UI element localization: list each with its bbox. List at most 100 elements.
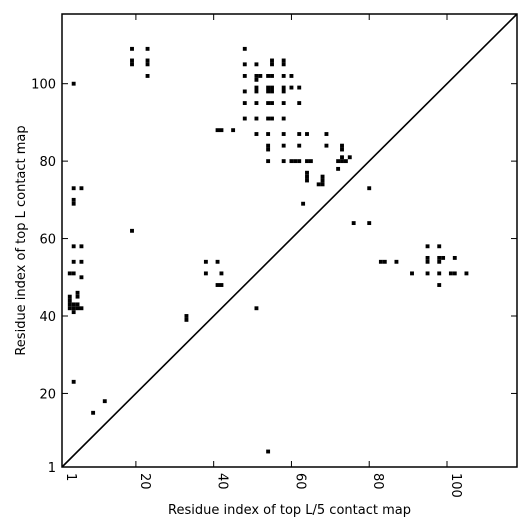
contact-point bbox=[347, 155, 352, 160]
contact-point bbox=[437, 255, 442, 260]
contact-point bbox=[336, 159, 341, 164]
contact-point bbox=[281, 58, 286, 63]
contact-point bbox=[382, 259, 387, 264]
contact-point bbox=[184, 317, 189, 322]
y-tick-label: 80 bbox=[39, 155, 56, 170]
contact-point bbox=[266, 85, 271, 90]
contact-point bbox=[340, 143, 344, 148]
contact-point bbox=[266, 74, 271, 78]
contact-point bbox=[67, 302, 72, 307]
contact-point bbox=[425, 271, 430, 276]
y-tick-label: 1 bbox=[48, 461, 56, 476]
contact-point bbox=[281, 101, 286, 105]
contact-point bbox=[242, 62, 247, 67]
contact-point bbox=[452, 271, 457, 276]
contact-point bbox=[281, 116, 286, 121]
contact-point bbox=[266, 132, 271, 136]
contact-point bbox=[71, 244, 76, 249]
contact-point bbox=[71, 310, 76, 315]
contact-point bbox=[254, 116, 259, 121]
contact-point bbox=[266, 143, 271, 148]
contact-point bbox=[293, 159, 298, 164]
contact-point bbox=[254, 306, 259, 311]
contact-point bbox=[297, 159, 302, 164]
contact-point bbox=[270, 62, 274, 67]
contact-point bbox=[425, 244, 430, 249]
contact-point bbox=[79, 275, 84, 280]
contact-point bbox=[351, 221, 356, 226]
contact-point bbox=[281, 132, 286, 136]
contact-point bbox=[67, 271, 72, 276]
contact-point bbox=[367, 221, 372, 226]
contact-point bbox=[308, 159, 313, 164]
contact-point bbox=[242, 101, 247, 105]
contact-point bbox=[270, 101, 274, 105]
contact-point bbox=[340, 147, 344, 152]
contact-point bbox=[254, 62, 259, 67]
contact-point bbox=[242, 46, 247, 51]
contact-point bbox=[270, 74, 274, 78]
contact-point bbox=[145, 62, 150, 67]
contact-point bbox=[289, 159, 294, 164]
contact-point bbox=[71, 259, 76, 264]
x-tick-label: 1 bbox=[63, 473, 78, 481]
x-tick-label: 20 bbox=[137, 473, 152, 490]
contact-point bbox=[130, 62, 134, 67]
contact-point bbox=[394, 259, 399, 264]
contact-point bbox=[410, 271, 414, 276]
contact-point bbox=[270, 89, 274, 94]
y-tick-label: 20 bbox=[39, 387, 56, 402]
contact-point bbox=[266, 116, 271, 121]
contact-point bbox=[266, 449, 271, 454]
contact-point bbox=[130, 58, 134, 63]
x-tick-labels: 1 20 40 60 80 100 bbox=[63, 473, 463, 498]
contact-point bbox=[266, 101, 271, 105]
contact-point bbox=[215, 259, 220, 264]
contact-point bbox=[254, 89, 259, 94]
contact-point bbox=[320, 178, 325, 183]
contact-point bbox=[79, 186, 84, 191]
contact-point bbox=[145, 46, 150, 51]
y-tick-label: 40 bbox=[39, 310, 56, 325]
contact-point bbox=[71, 201, 76, 206]
contact-point bbox=[254, 101, 259, 105]
contact-point bbox=[289, 85, 294, 90]
contact-point bbox=[425, 255, 430, 260]
contact-point bbox=[184, 314, 189, 318]
y-tick-label: 60 bbox=[39, 233, 56, 248]
y-tick-labels: 1 20 40 60 80 100 bbox=[31, 78, 56, 476]
contact-point bbox=[71, 197, 76, 202]
contact-point bbox=[215, 283, 220, 287]
contact-point bbox=[305, 132, 309, 136]
contact-point bbox=[79, 259, 84, 264]
contact-point bbox=[452, 255, 457, 260]
contact-point bbox=[145, 74, 150, 78]
contact-point bbox=[297, 132, 302, 136]
contact-point bbox=[67, 306, 72, 311]
contact-point bbox=[231, 128, 236, 133]
y-tick-label: 100 bbox=[31, 78, 56, 93]
contact-point bbox=[305, 159, 309, 164]
contact-point bbox=[79, 244, 84, 249]
contact-point bbox=[203, 259, 208, 264]
contact-point bbox=[254, 77, 259, 82]
contact-point bbox=[75, 294, 80, 299]
contact-point bbox=[254, 132, 259, 136]
contact-point bbox=[320, 174, 325, 179]
contact-point bbox=[297, 143, 302, 148]
contact-point bbox=[258, 74, 263, 78]
contact-point bbox=[441, 255, 446, 260]
contact-point bbox=[437, 259, 442, 264]
x-tick-label: 60 bbox=[292, 473, 307, 490]
x-tick-label: 40 bbox=[215, 473, 230, 490]
contact-point bbox=[340, 159, 344, 164]
contact-point bbox=[71, 379, 76, 384]
contact-point bbox=[242, 89, 247, 94]
contact-point bbox=[266, 89, 271, 94]
x-tick-label: 80 bbox=[370, 473, 385, 490]
contact-point bbox=[437, 283, 442, 287]
contact-point bbox=[270, 58, 274, 63]
contact-point bbox=[130, 46, 134, 51]
contact-point bbox=[305, 170, 309, 175]
